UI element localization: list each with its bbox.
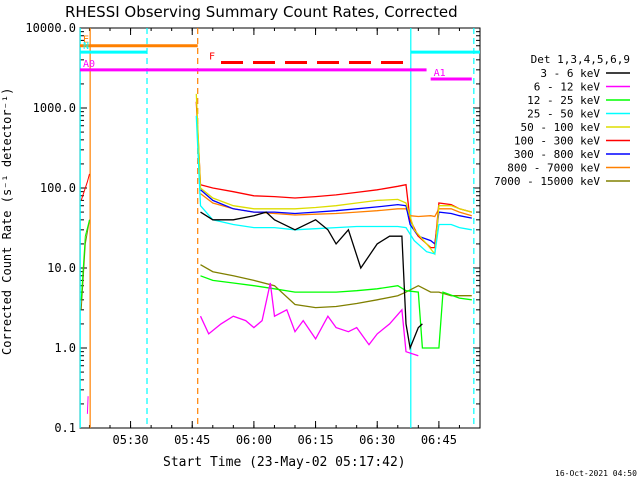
x-tick-label: 05:45	[174, 433, 210, 447]
x-tick-label: 06:15	[297, 433, 333, 447]
y-tick-label: 1.0	[54, 341, 76, 355]
flag-label: A1	[434, 68, 446, 79]
flag-label: F	[209, 52, 215, 63]
legend-label: 6 - 12 keV	[534, 81, 601, 94]
footer-timestamp: 16-Oct-2021 04:50	[555, 469, 637, 478]
flag-label: E	[83, 35, 89, 46]
series-line	[195, 115, 472, 255]
legend-label: 100 - 300 keV	[514, 135, 600, 148]
x-axis-label: Start Time (23-May-02 05:17:42)	[163, 455, 406, 470]
x-tick-label: 06:00	[236, 433, 272, 447]
y-tick-label: 100.0	[40, 181, 76, 195]
series-line	[199, 282, 419, 357]
legend-label: 7000 - 15000 keV	[494, 175, 600, 188]
series-line	[195, 93, 472, 256]
plot-area: 0.1 1.0 10.0 100.0 1000.0 10000.0 05:30 05:45 06…	[25, 21, 481, 447]
flag-label: N	[83, 41, 89, 52]
legend-label: 50 - 100 keV	[521, 121, 601, 134]
series-line	[200, 211, 423, 351]
y-tick-label: 10000.0	[25, 21, 76, 35]
legend-label: 3 - 6 keV	[540, 67, 600, 80]
y-tick-label: 1000.0	[33, 101, 76, 115]
x-tick-label: 06:30	[359, 433, 395, 447]
chart-title: RHESSI Observing Summary Count Rates, Co…	[65, 3, 458, 21]
y-tick-label: 0.1	[54, 421, 76, 435]
x-tick-label: 05:30	[113, 433, 149, 447]
pre-gap-line	[80, 219, 90, 300]
legend-label: 300 - 800 keV	[514, 148, 600, 161]
legend-label: 12 - 25 keV	[527, 94, 600, 107]
y-axis-label: Corrected Count Rate (s⁻¹ detector⁻¹)	[0, 88, 14, 355]
legend-title: Det 1,3,4,5,6,9	[531, 53, 630, 66]
series-line	[200, 275, 472, 349]
pre-gap-line	[80, 173, 90, 201]
series-line	[200, 264, 472, 309]
legend-label: 800 - 7000 keV	[507, 162, 600, 175]
x-tick-label: 06:45	[421, 433, 457, 447]
legend-label: 25 - 50 keV	[527, 108, 600, 121]
pre-gap-line	[86, 396, 89, 414]
flag-label: A0	[83, 59, 95, 70]
y-tick-label: 10.0	[47, 261, 76, 275]
